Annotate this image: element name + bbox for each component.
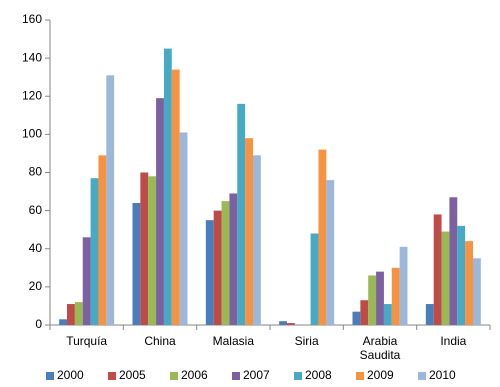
legend-swatch — [418, 372, 426, 380]
bar — [67, 304, 75, 325]
bar — [399, 246, 408, 325]
bar — [425, 304, 434, 325]
legend-label: 2009 — [367, 368, 394, 382]
bar — [229, 193, 238, 325]
bar — [391, 267, 400, 325]
bar — [163, 48, 172, 325]
bar — [360, 300, 369, 325]
bar — [287, 323, 295, 325]
y-tick-label: 40 — [29, 241, 43, 255]
x-tick-label: Turquía — [66, 334, 108, 348]
bar — [252, 155, 261, 325]
legend-label: 2006 — [181, 368, 208, 382]
legend-swatch — [108, 372, 116, 380]
y-tick-label: 80 — [29, 165, 43, 179]
x-tick-label: Siria — [294, 334, 319, 348]
y-tick-label: 0 — [35, 317, 42, 331]
bar — [237, 103, 246, 325]
bar — [205, 220, 214, 325]
bar — [213, 210, 222, 325]
bar — [90, 178, 99, 325]
bar — [449, 197, 458, 325]
bar — [318, 149, 327, 325]
bar — [179, 132, 188, 325]
y-tick-label: 160 — [22, 12, 42, 26]
bar — [472, 258, 481, 325]
bar — [368, 275, 377, 325]
x-tick-label: India — [440, 334, 467, 348]
legend-swatch — [232, 372, 240, 380]
legend-swatch — [294, 372, 302, 380]
x-tick-label: Arabia Saudita — [359, 334, 401, 362]
legend-label: 2008 — [305, 368, 332, 382]
bar — [376, 271, 384, 325]
bar — [352, 311, 361, 325]
y-tick-label: 140 — [22, 50, 42, 64]
y-tick-label: 60 — [29, 203, 43, 217]
bar — [279, 321, 288, 325]
bar — [106, 75, 115, 325]
bar — [74, 302, 83, 325]
x-tick-label: Malasia — [212, 334, 254, 348]
legend-swatch — [170, 372, 178, 380]
legend-swatch — [46, 372, 54, 380]
bar — [310, 233, 319, 325]
bar — [140, 172, 149, 325]
bar — [441, 231, 450, 325]
legend-swatch — [356, 372, 364, 380]
bar — [457, 225, 466, 325]
legend-label: 2000 — [57, 368, 84, 382]
bar — [148, 176, 157, 325]
legend-label: 2005 — [119, 368, 146, 382]
bar — [59, 319, 68, 325]
bar — [245, 138, 253, 325]
legend-label: 2007 — [243, 368, 270, 382]
legend-label: 2010 — [429, 368, 456, 382]
y-tick-label: 100 — [22, 127, 42, 141]
bar — [326, 180, 335, 325]
bar — [132, 203, 141, 325]
bar — [171, 69, 180, 325]
bar — [98, 155, 107, 325]
bar — [221, 201, 230, 325]
y-tick-label: 120 — [22, 88, 42, 102]
x-tick-label: China — [144, 334, 176, 348]
bar — [156, 98, 164, 325]
bar — [383, 304, 392, 325]
bar — [433, 214, 442, 325]
bar — [82, 237, 91, 325]
bar — [465, 241, 473, 325]
y-tick-label: 20 — [29, 279, 43, 293]
